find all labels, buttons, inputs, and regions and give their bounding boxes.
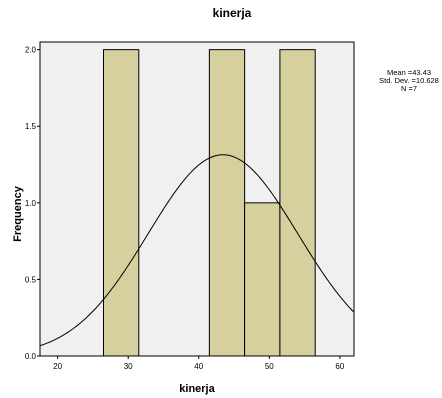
stats-line: Std. Dev. =10.628 — [379, 76, 439, 85]
histogram-bar — [103, 49, 140, 357]
y-tick-label: 1.0 — [25, 199, 37, 208]
y-axis-label: Frequency — [12, 185, 24, 242]
y-axis-ticks: 0.0 0.5 1.0 1.5 2.0 — [25, 46, 40, 361]
x-tick-label: 40 — [194, 362, 203, 371]
stats-line: Mean =43.43 — [387, 68, 431, 77]
x-tick-label: 60 — [335, 362, 344, 371]
histogram-bar — [244, 202, 281, 357]
histogram-bar — [208, 49, 246, 357]
histogram-bar — [279, 49, 316, 357]
normal-curve — [39, 154, 355, 347]
chart-title: kinerja — [213, 6, 252, 20]
y-tick-label: 0.0 — [25, 352, 37, 361]
stats-line: N =7 — [401, 84, 417, 93]
bars-group — [103, 49, 316, 357]
x-tick-label: 50 — [265, 362, 274, 371]
x-axis-ticks: 20 30 40 50 60 — [53, 356, 345, 371]
x-tick-label: 20 — [53, 362, 62, 371]
y-tick-label: 1.5 — [25, 122, 37, 131]
y-tick-label: 0.5 — [25, 275, 37, 284]
y-tick-label: 2.0 — [25, 46, 37, 55]
x-axis-label: kinerja — [179, 383, 215, 395]
x-tick-label: 30 — [124, 362, 133, 371]
